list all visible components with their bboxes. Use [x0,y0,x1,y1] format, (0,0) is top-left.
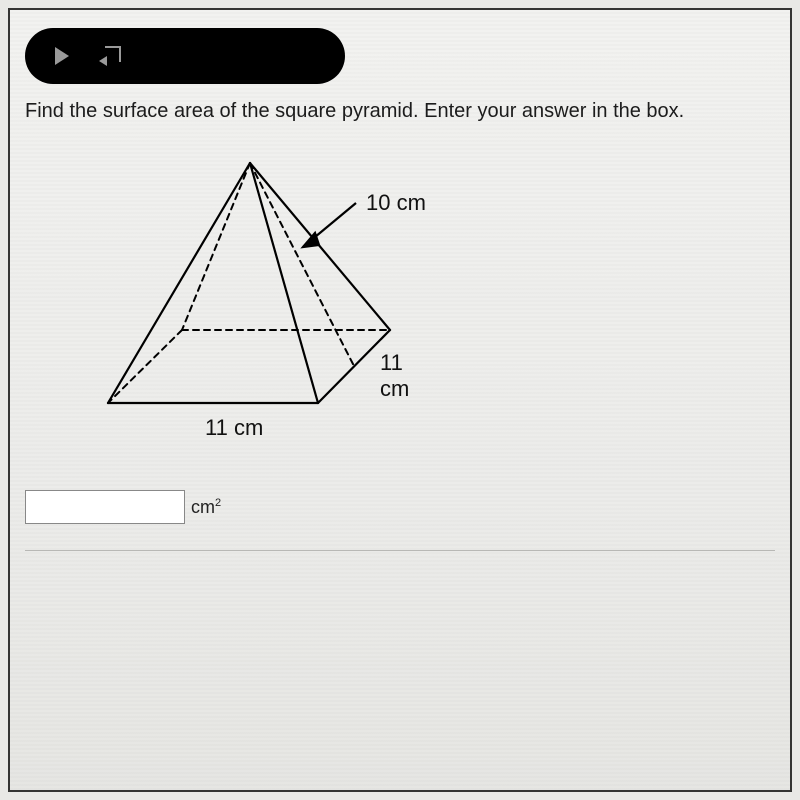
pyramid-figure: 10 cm 11 cm 11 cm [90,155,430,455]
question-prompt: Find the surface area of the square pyra… [25,100,684,123]
base-side-front-label: 11 cm [205,415,263,441]
play-icon[interactable] [55,47,69,65]
unit-exponent: 2 [215,497,221,509]
media-toolbar [25,28,345,84]
answer-input[interactable] [25,490,185,524]
screen-frame: Find the surface area of the square pyra… [8,8,792,792]
unit-base: cm [191,497,215,517]
section-divider [25,550,775,551]
answer-row: cm2 [25,490,221,524]
return-icon[interactable] [99,44,123,68]
answer-unit: cm2 [191,497,221,518]
base-side-right-label: 11 cm [380,350,430,402]
slant-height-label: 10 cm [366,190,426,216]
